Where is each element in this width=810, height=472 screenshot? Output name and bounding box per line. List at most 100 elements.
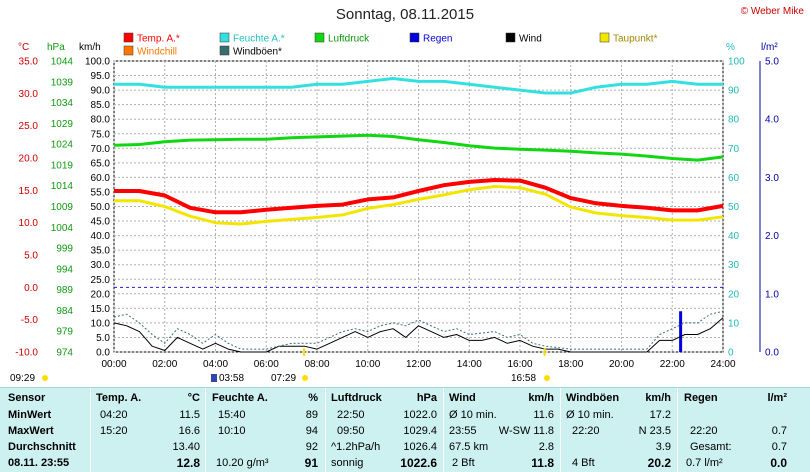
wind-tick-label: 50.0 xyxy=(91,202,111,213)
sun-icon xyxy=(544,375,550,381)
sun-icon xyxy=(302,375,308,381)
header-wind: Wind xyxy=(449,392,476,404)
pressure-tick-label: 1044 xyxy=(51,57,74,68)
legend-label: Windchill xyxy=(137,47,177,58)
temp-tick-label: 30.0 xyxy=(19,89,39,100)
legend-label: Temp. A.* xyxy=(137,34,180,45)
wind-tick-label: 75.0 xyxy=(91,129,111,140)
temp-value: 11.5 xyxy=(179,409,200,421)
pressure-tick-label: 999 xyxy=(56,244,73,255)
pressure-tick-label: 994 xyxy=(56,264,73,275)
sunrise-marker xyxy=(303,348,306,356)
gust-time: Ø 10 min. xyxy=(566,409,614,421)
weather-state: sonnig xyxy=(331,457,364,469)
wind-tick-label: 55.0 xyxy=(91,187,111,198)
humidity-value: 94 xyxy=(305,425,318,437)
pressure-tick-label: 1004 xyxy=(51,223,74,234)
legend-swatch xyxy=(219,45,230,56)
temp-tick-label: -5.0 xyxy=(21,315,39,326)
x-tick-label: 22:00 xyxy=(660,359,685,370)
header-sensor: Sensor xyxy=(8,392,46,404)
temp-time: 15:20 xyxy=(100,425,128,437)
pressure-tick-label: 1034 xyxy=(51,98,74,109)
temp-tick-label: 0.0 xyxy=(24,283,38,294)
chart-title: Sonntag, 08.11.2015 xyxy=(335,6,475,23)
rain-axis-unit: l/m² xyxy=(761,42,778,53)
header-humidity: Feuchte A. xyxy=(212,392,268,404)
rain-bar xyxy=(679,311,683,352)
series-line-windb-en xyxy=(113,310,724,350)
temp-tick-label: 10.0 xyxy=(19,218,39,229)
wind-tick-label: 10.0 xyxy=(91,318,111,329)
moon-icon xyxy=(211,374,217,382)
sun-marker-label: 09:29 xyxy=(10,373,35,384)
rain-tick-label: 3.0 xyxy=(765,173,779,184)
pressure-time: 22:50 xyxy=(337,409,365,421)
weather-chart: 00:00 02:00 04:00 06:00 08:00 10:00 12:00 14:00… xyxy=(10,32,779,384)
legend-swatch xyxy=(123,32,134,43)
wind-tick-label: 20.0 xyxy=(91,289,111,300)
pressure-tick-label: 984 xyxy=(56,306,73,317)
humidity-current: 91 xyxy=(304,456,318,470)
x-tick-label: 16:00 xyxy=(507,359,532,370)
temp-tick-label: -10.0 xyxy=(15,348,38,359)
temp-tick-label: 15.0 xyxy=(19,186,39,197)
wind-tick-label: 25.0 xyxy=(91,275,111,286)
sunset-marker xyxy=(543,348,546,356)
wind-time: Ø 10 min. xyxy=(449,409,497,421)
wind-tick-label: 40.0 xyxy=(91,231,111,242)
wind-tick-label: 35.0 xyxy=(91,246,111,257)
x-tick-label: 24:00 xyxy=(710,359,735,370)
x-tick-label: 00:00 xyxy=(101,359,126,370)
humidity-tick-label: 90 xyxy=(728,86,740,97)
wind-tick-label: 15.0 xyxy=(91,304,111,315)
pressure-axis-unit: hPa xyxy=(47,42,65,53)
rain-total: 0.7 l/m² xyxy=(686,457,723,469)
wind-tick-label: 60.0 xyxy=(91,173,111,184)
pressure-tick-label: 1019 xyxy=(51,160,74,171)
column-divider xyxy=(205,388,206,472)
header-gust-unit: km/h xyxy=(645,392,671,404)
column-divider xyxy=(325,388,326,472)
humidity-tick-label: 50 xyxy=(728,202,740,213)
wind-axis-unit: km/h xyxy=(79,42,101,53)
series-line-wind xyxy=(113,317,724,353)
legend-swatch xyxy=(314,32,325,43)
pressure-tick-label: 979 xyxy=(56,327,73,338)
sunrise-label: 07:29 xyxy=(271,373,296,384)
series-line-luftdruck xyxy=(113,133,724,162)
temp-value: 16.6 xyxy=(178,425,200,437)
header-temp-unit: °C xyxy=(187,392,200,404)
humidity-value: 92 xyxy=(305,441,318,453)
temp-current: 12.8 xyxy=(176,456,200,470)
humidity-tick-label: 40 xyxy=(728,231,740,242)
temp-time: 04:20 xyxy=(100,409,128,421)
legend-label: Taupunkt* xyxy=(613,34,658,45)
wind-direction-value: W-SW 11.8 xyxy=(498,425,554,437)
temp-tick-label: 25.0 xyxy=(19,121,39,132)
gust-value: 17.2 xyxy=(649,409,671,421)
series-line-taupunkt xyxy=(114,185,724,226)
legend-label: Feuchte A.* xyxy=(233,34,285,45)
legend-label: Luftdruck xyxy=(328,34,370,45)
moonrise-label: 03:58 xyxy=(219,373,244,384)
legend-swatch xyxy=(505,32,516,43)
x-tick-label: 10:00 xyxy=(355,359,380,370)
wind-current: 11.8 xyxy=(531,456,554,470)
pressure-tick-label: 1009 xyxy=(51,202,74,213)
header-rain-unit: l/m² xyxy=(767,392,787,404)
pressure-value: 1026.4 xyxy=(403,441,437,453)
row-label: 08.11. 23:55 xyxy=(8,457,70,469)
x-tick-label: 20:00 xyxy=(609,359,634,370)
credit-label: © Weber Mike xyxy=(740,6,804,17)
column-divider xyxy=(443,388,444,472)
gust-beaufort: 4 Bft xyxy=(572,457,595,469)
legend-label: Regen xyxy=(423,34,452,45)
column-divider xyxy=(560,388,561,472)
wind-tick-label: 30.0 xyxy=(91,260,111,271)
wind-distance: 67.5 km xyxy=(449,441,489,453)
humidity-time: 10:10 xyxy=(218,425,246,437)
gust-value: 3.9 xyxy=(655,441,671,453)
temp-value: 13.40 xyxy=(172,441,200,453)
humidity-tick-label: 30 xyxy=(728,260,740,271)
